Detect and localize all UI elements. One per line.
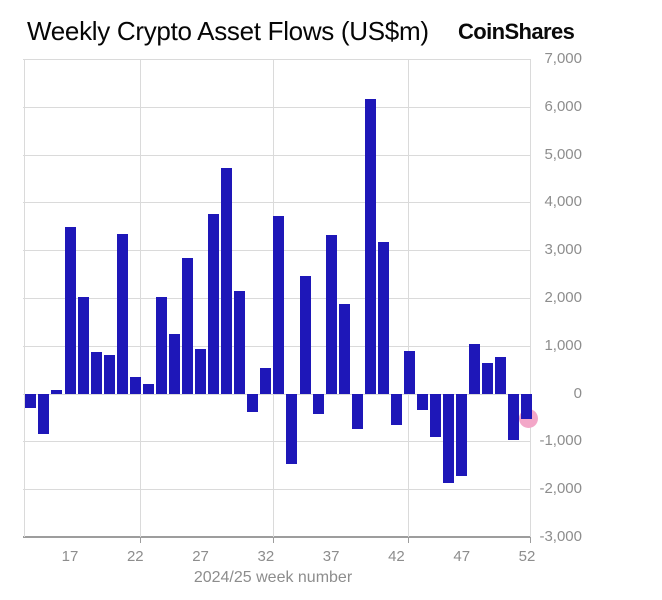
x-tick-mark: [408, 537, 409, 543]
bar-week-23: [142, 383, 154, 394]
page-title: Weekly Crypto Asset Flows (US$m): [27, 16, 429, 46]
bar-week-45: [430, 393, 442, 438]
bar-week-37: [325, 235, 337, 394]
y-tick-label: 1,000: [544, 336, 582, 354]
bar-week-15: [38, 393, 50, 434]
gridline-v: [530, 59, 531, 537]
bar-week-19: [90, 351, 102, 394]
gridline-v: [408, 59, 409, 537]
bar-week-38: [338, 304, 350, 394]
x-tick-mark: [140, 537, 141, 543]
bar-week-42: [390, 393, 402, 425]
y-tick-label: -3,000: [539, 528, 582, 545]
y-tick-label: -1,000: [539, 432, 582, 450]
bar-week-22: [129, 376, 141, 394]
bar-week-46: [443, 393, 455, 483]
y-tick-label: -2,000: [539, 480, 582, 498]
x-tick-label: 32: [257, 548, 275, 565]
x-tick-label: 37: [322, 548, 340, 565]
bar-week-26: [182, 257, 193, 394]
gridline-h: [23, 489, 531, 491]
gridline-h: [23, 441, 531, 443]
bar-week-31: [247, 393, 259, 412]
bar-week-41: [377, 242, 389, 394]
bar-week-36: [312, 393, 324, 414]
gridline-v: [140, 59, 141, 537]
bar-week-29: [221, 168, 233, 394]
gridline-h: [23, 106, 531, 108]
bar-week-28: [208, 213, 220, 394]
y-tick-label: 0: [573, 384, 582, 402]
bar-week-40: [364, 99, 376, 394]
left-frame-line: [24, 59, 25, 537]
bar-week-18: [77, 296, 89, 394]
bar-week-14: [25, 393, 37, 409]
bar-week-47: [456, 393, 468, 477]
bar-week-49: [482, 363, 494, 394]
bar-week-17: [64, 227, 76, 394]
x-tick-label: 27: [192, 548, 209, 565]
bar-week-33: [273, 216, 285, 394]
x-tick-mark: [273, 537, 274, 543]
bar-week-20: [103, 354, 115, 394]
bar-week-39: [351, 393, 363, 430]
bar-week-16: [51, 389, 63, 394]
bar-week-48: [469, 344, 481, 394]
x-tick-label: 52: [518, 548, 536, 565]
bar-week-27: [195, 348, 207, 394]
y-tick-label: 2,000: [544, 289, 582, 306]
bar-week-21: [116, 234, 128, 394]
bar-week-50: [495, 356, 507, 394]
bar-week-44: [417, 393, 429, 411]
bar-week-34: [286, 393, 298, 465]
y-tick-label: 6,000: [544, 97, 582, 115]
x-tick-label: 22: [126, 548, 144, 565]
x-tick-label: 17: [61, 548, 79, 565]
x-tick-label: 42: [388, 548, 405, 565]
x-tick-label: 47: [453, 548, 471, 565]
bar-week-35: [299, 275, 311, 394]
bar-week-30: [234, 290, 246, 394]
y-tick-label: 5,000: [544, 145, 582, 163]
x-axis-title: 2024/25 week number: [193, 569, 353, 586]
bar-week-51: [508, 393, 520, 441]
bar-week-52: [521, 393, 533, 420]
bar-week-32: [260, 368, 272, 394]
gridline-h: [23, 59, 531, 60]
x-tick-mark: [530, 537, 531, 543]
y-tick-label: 7,000: [544, 50, 582, 67]
coinshares-logo: CoinShares: [458, 19, 575, 44]
bar-week-24: [155, 297, 167, 394]
y-tick-label: 4,000: [544, 193, 582, 211]
gridline-h: [23, 202, 531, 204]
gridline-h: [23, 393, 531, 395]
bar-week-43: [403, 350, 415, 394]
y-tick-label: 3,000: [544, 241, 582, 259]
x-axis-line: [23, 536, 531, 538]
gridline-h: [23, 154, 531, 156]
bar-week-25: [168, 334, 180, 394]
